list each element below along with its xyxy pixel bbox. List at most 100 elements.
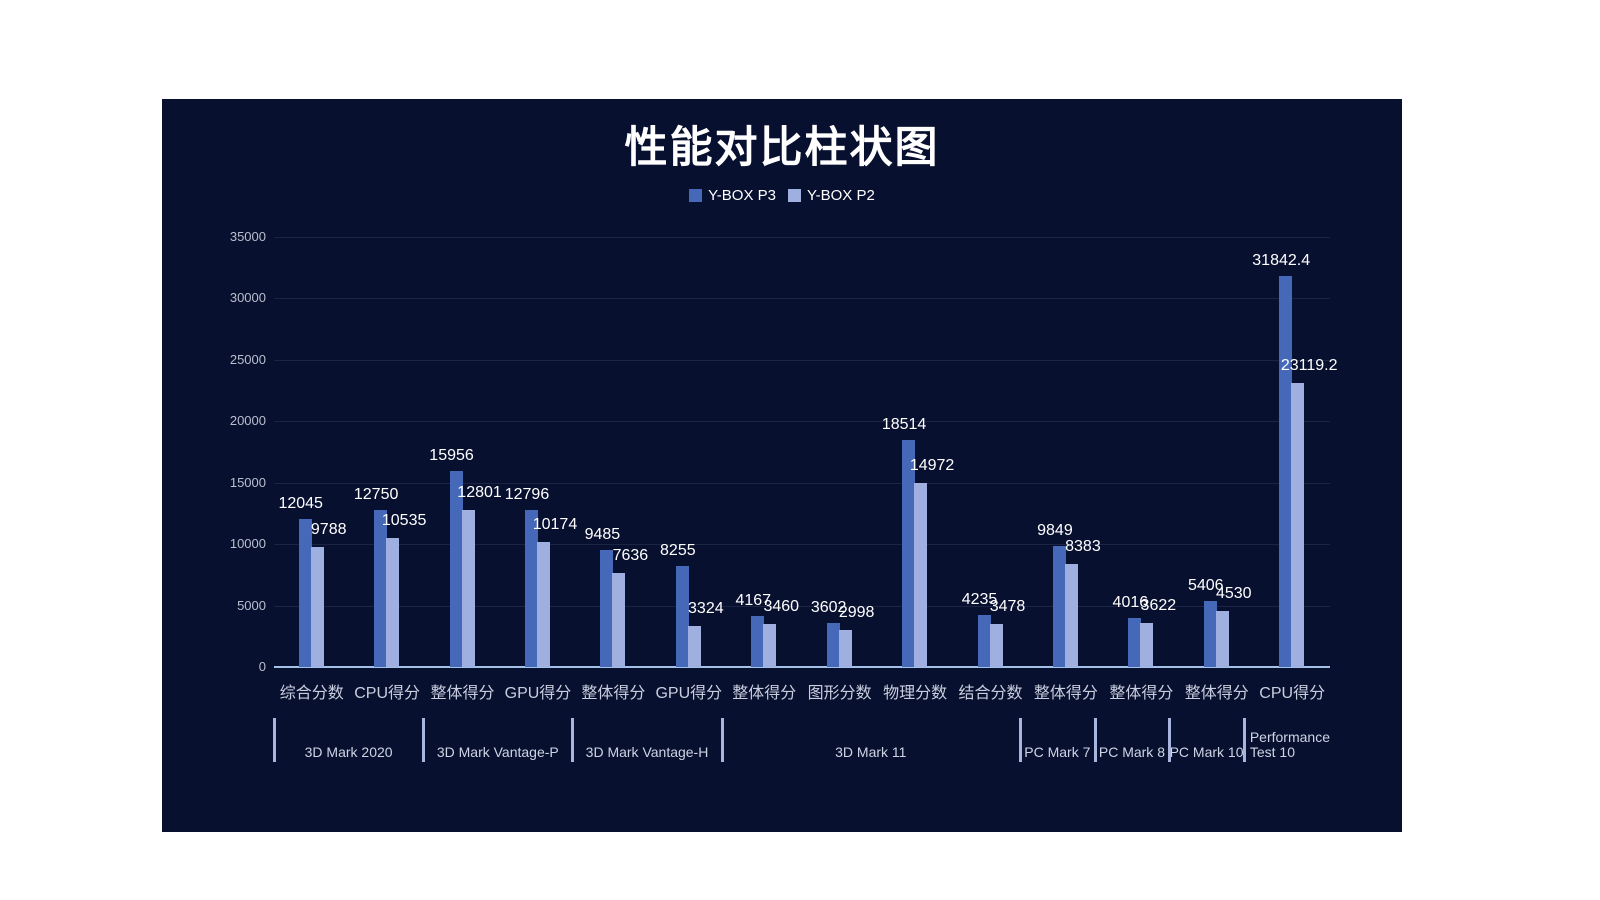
bar-y-box-p2[interactable]: [1215, 611, 1229, 667]
data-label-y-box-p3: 15956: [429, 447, 474, 464]
bar-y-box-p3[interactable]: [826, 623, 840, 667]
benchmark-group-pc-mark-7: PC Mark 7: [1019, 718, 1095, 762]
bar-y-box-p2[interactable]: [461, 510, 475, 667]
bar-y-box-p3[interactable]: [751, 616, 765, 667]
group-divider: [273, 718, 276, 762]
group-divider: [1093, 718, 1097, 762]
data-label-y-box-p3: 9849: [1037, 522, 1073, 539]
category-label-7: 整体得分: [732, 685, 797, 702]
bar-y-box-p2[interactable]: [536, 542, 550, 667]
category-cell-7: 4167 3460: [727, 237, 802, 667]
data-label-y-box-p3: 12045: [278, 495, 323, 512]
benchmark-group-3d-mark-vantage-p: 3D Mark Vantage-P: [422, 718, 572, 762]
y-axis-tick-label: 0: [258, 659, 266, 674]
bar-y-box-p3[interactable]: [902, 440, 916, 667]
category-axis: 综合分数 CPU得分 整体得分 GPU得分 整体得分 GPU得分 整体得分 图形分数 物理分数结…: [274, 683, 1330, 705]
y-axis-tick-label: 35000: [229, 229, 266, 244]
bar-y-box-p2[interactable]: [914, 483, 928, 667]
data-label-y-box-p2: 3324: [688, 600, 724, 617]
category-cell-5: 9485 7636: [576, 237, 651, 667]
bar-y-box-p2[interactable]: [386, 538, 400, 667]
bar-y-box-p3[interactable]: [1279, 276, 1293, 667]
category-label-14: CPU得分: [1259, 685, 1326, 702]
bar-y-box-p3[interactable]: [298, 519, 312, 667]
group-divider: [1019, 718, 1023, 762]
category-cell-6: 8255 3324: [651, 237, 726, 667]
category-cell-11: 9849 8383: [1028, 237, 1103, 667]
benchmark-group-performance-test-10: Performance Test 10: [1242, 718, 1330, 762]
bar-y-box-p3[interactable]: [977, 615, 991, 667]
benchmark-group-pc-mark-8: PC Mark 8: [1093, 718, 1170, 762]
category-cell-12: 4016 3622: [1104, 237, 1179, 667]
group-label: 3D Mark Vantage-P: [436, 744, 559, 760]
chart-panel: 性能对比柱状图 Y-BOX P3 Y-BOX P2 0 5000 10000 15000…: [162, 99, 1402, 832]
bar-y-box-p3[interactable]: [675, 566, 689, 667]
data-label-y-box-p2: 9788: [310, 521, 347, 538]
bar-y-box-p2[interactable]: [1140, 623, 1154, 667]
bar-y-box-p3[interactable]: [374, 510, 388, 667]
data-label-y-box-p3: 8255: [660, 542, 696, 559]
bar-y-box-p3[interactable]: [524, 510, 538, 667]
legend-swatch-icon: [788, 189, 801, 202]
bar-y-box-p3[interactable]: [449, 471, 463, 667]
bar-y-box-p2[interactable]: [763, 624, 777, 667]
data-label-y-box-p3: 4167: [735, 592, 772, 609]
category-cell-10: 4235 3478: [953, 237, 1028, 667]
x-axis-line: [274, 666, 1330, 668]
category-cell-4: 12796 10174: [500, 237, 578, 667]
legend-item-y-box-p2[interactable]: Y-BOX P2: [788, 187, 875, 204]
data-label-y-box-p2: 10535: [381, 512, 427, 529]
y-axis-tick-label: 5000: [237, 597, 266, 613]
data-label-y-box-p3: 5406: [1187, 577, 1224, 594]
gridline: [274, 359, 1330, 361]
bar-y-box-p3[interactable]: [1128, 618, 1142, 667]
legend-item-y-box-p3[interactable]: Y-BOX P3: [689, 187, 776, 204]
bar-y-box-p2[interactable]: [687, 626, 701, 667]
category-cell-14: 31842.4 23119.2: [1252, 237, 1338, 667]
benchmark-group-3d-mark-vantage-h: 3D Mark Vantage-H: [571, 718, 721, 762]
data-label-y-box-p2: 14972: [909, 457, 955, 474]
data-label-y-box-p3: 12750: [353, 486, 399, 503]
category-cell-1: 12045 9788: [274, 237, 349, 667]
group-label: Performance Test 10: [1249, 729, 1330, 760]
category-label-5: 整体得分: [581, 685, 646, 702]
data-label-y-box-p2: 10174: [532, 516, 578, 533]
group-label: 3D Mark 2020: [304, 744, 393, 760]
legend-label: Y-BOX P2: [807, 187, 875, 204]
bar-y-box-p2[interactable]: [1291, 383, 1305, 667]
group-axis: 3D Mark 2020 3D Mark Vantage-P 3D Mark Van…: [273, 718, 1330, 762]
bar-y-box-p3[interactable]: [600, 550, 614, 667]
group-label: PC Mark 10: [1169, 744, 1244, 760]
category-label-2: CPU得分: [354, 685, 421, 702]
group-divider: [1168, 718, 1172, 762]
bar-y-box-p2[interactable]: [838, 630, 852, 667]
data-label-y-box-p2: 4530: [1215, 585, 1252, 602]
group-divider: [422, 718, 426, 762]
bar-y-box-p2[interactable]: [612, 573, 626, 667]
bar-y-box-p2[interactable]: [310, 547, 324, 667]
data-label-y-box-p2: 23119.2: [1280, 357, 1338, 374]
data-label-y-box-p2: 3478: [989, 598, 1026, 615]
data-label-y-box-p2: 12801: [457, 484, 502, 501]
bar-y-box-p2[interactable]: [1064, 564, 1078, 667]
category-label-12: 整体得分: [1109, 685, 1174, 702]
y-axis-tick-label: 30000: [229, 290, 266, 306]
data-label-y-box-p3: 4016: [1112, 594, 1149, 611]
gridline: [274, 237, 1330, 238]
bar-y-box-p3[interactable]: [1052, 546, 1066, 667]
category-cell-2: 12750 10535: [349, 237, 427, 667]
group-divider: [1242, 718, 1246, 762]
category-cell-9: 18514 14972: [877, 237, 955, 667]
category-label-6: GPU得分: [655, 685, 723, 702]
data-label-y-box-p3: 31842.4: [1252, 252, 1311, 269]
bar-y-box-p3[interactable]: [1203, 601, 1217, 667]
category-label-1: 综合分数: [279, 685, 344, 702]
group-label: 3D Mark Vantage-H: [585, 744, 709, 760]
bars-container: 12045 9788 12750 10535 15956 12801 12796 10174 9…: [274, 237, 1338, 667]
legend: Y-BOX P3 Y-BOX P2: [162, 187, 1402, 204]
data-label-y-box-p2: 8383: [1065, 538, 1101, 555]
data-label-y-box-p2: 3460: [763, 598, 800, 615]
bar-y-box-p2[interactable]: [989, 624, 1003, 667]
chart-title: 性能对比柱状图: [624, 124, 940, 172]
